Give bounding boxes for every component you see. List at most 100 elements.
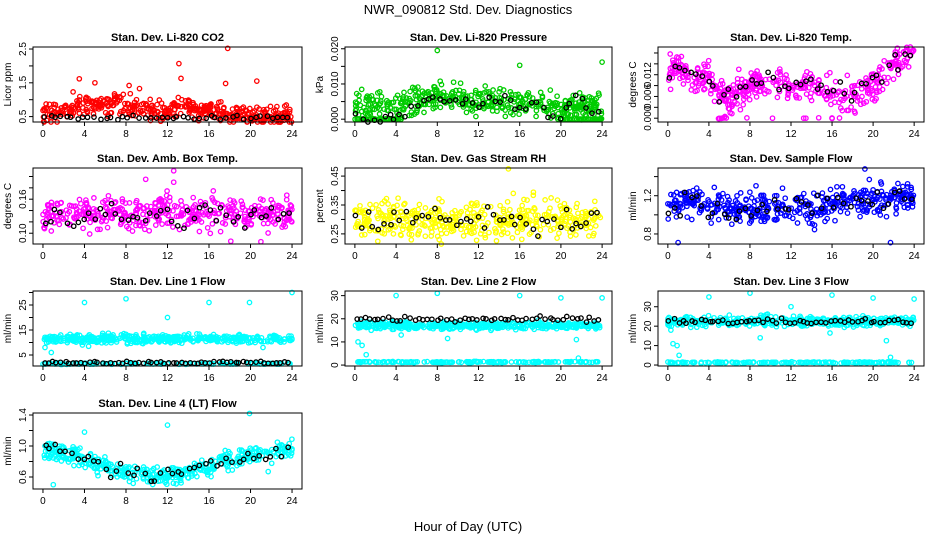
x-tick-label: 20 [868,251,880,262]
floor-point [587,116,594,122]
x-tick-label: 12 [162,251,174,262]
main-point [777,71,784,78]
reference-point [207,207,214,213]
main-point [557,203,564,209]
main-point [722,98,728,104]
main-point [147,117,154,124]
main-point [228,207,234,214]
main-point [422,205,429,211]
reference-point [725,86,732,92]
reference-point [569,226,576,232]
main-point [177,212,184,219]
main-point [463,228,470,235]
outlier-point [178,75,184,82]
y-tick-label: 0.25 [330,224,341,244]
main-point [592,223,599,229]
reference-point [134,214,141,221]
reference-point [42,220,49,227]
main-point [95,106,102,112]
reference-point [452,97,459,103]
main-point [123,223,130,230]
main-point [385,226,392,233]
main-point [119,196,126,202]
reference-point [529,316,536,323]
outlier-point [136,85,143,92]
main-point [777,69,783,75]
reference-point [85,210,92,217]
main-point [76,93,83,100]
main-point [482,234,489,241]
y-tick-label: 1.5 [18,75,29,89]
main-point [90,111,97,117]
main-point [214,200,221,207]
main-point [717,81,724,88]
outlier-point [573,336,580,343]
reference-point [403,208,410,215]
main-point [899,183,906,190]
main-point [426,101,432,108]
reference-point [480,100,486,107]
main-point [367,201,373,208]
reference-point [213,217,220,224]
x-tick-label: 16 [203,251,215,262]
main-point [209,220,216,227]
main-point [381,198,388,204]
main-point [105,102,111,108]
data-points [665,290,917,367]
main-point [881,57,888,64]
x-tick-label: 0 [352,129,358,140]
reference-point [396,111,402,118]
main-point [49,110,56,117]
main-point [431,216,438,223]
reference-point [52,114,58,121]
main-point [366,110,373,116]
main-point [160,104,166,111]
reference-point [223,212,230,219]
reference-point [185,114,191,121]
main-point [283,192,290,199]
main-point [566,98,573,104]
main-point [397,95,403,102]
reference-point [48,218,54,225]
reference-point [490,211,497,218]
outlier-point [85,343,92,350]
main-point [94,226,101,233]
main-point [870,91,876,97]
main-point [202,210,209,216]
main-point [73,209,80,216]
x-tick-label: 20 [245,251,257,262]
main-point [167,104,174,111]
main-point [358,232,365,238]
floor-point [571,116,578,122]
main-point [593,95,600,102]
main-point [524,92,531,98]
reference-point [153,115,160,121]
main-point [383,97,390,104]
main-point [206,213,213,219]
main-point [41,225,48,232]
main-point [136,222,143,229]
outlier-point [253,78,260,84]
main-point [376,88,383,95]
reference-point [437,214,444,221]
main-point [509,235,516,241]
main-point [500,206,507,213]
main-point [521,196,527,203]
main-point [373,201,379,208]
outlier-point [48,349,55,356]
main-point [857,101,864,108]
reference-point [454,222,460,229]
y-tick-label: 25 [18,299,29,311]
reference-point [360,116,367,123]
reference-point [666,75,673,81]
main-point [516,111,522,118]
reference-point [430,94,436,100]
reference-point [742,83,749,90]
x-tick-label: 12 [785,251,797,262]
main-point [238,198,245,204]
reference-point [484,204,491,210]
x-tick-label: 24 [286,129,298,140]
main-point [827,93,834,100]
main-point [806,84,812,91]
